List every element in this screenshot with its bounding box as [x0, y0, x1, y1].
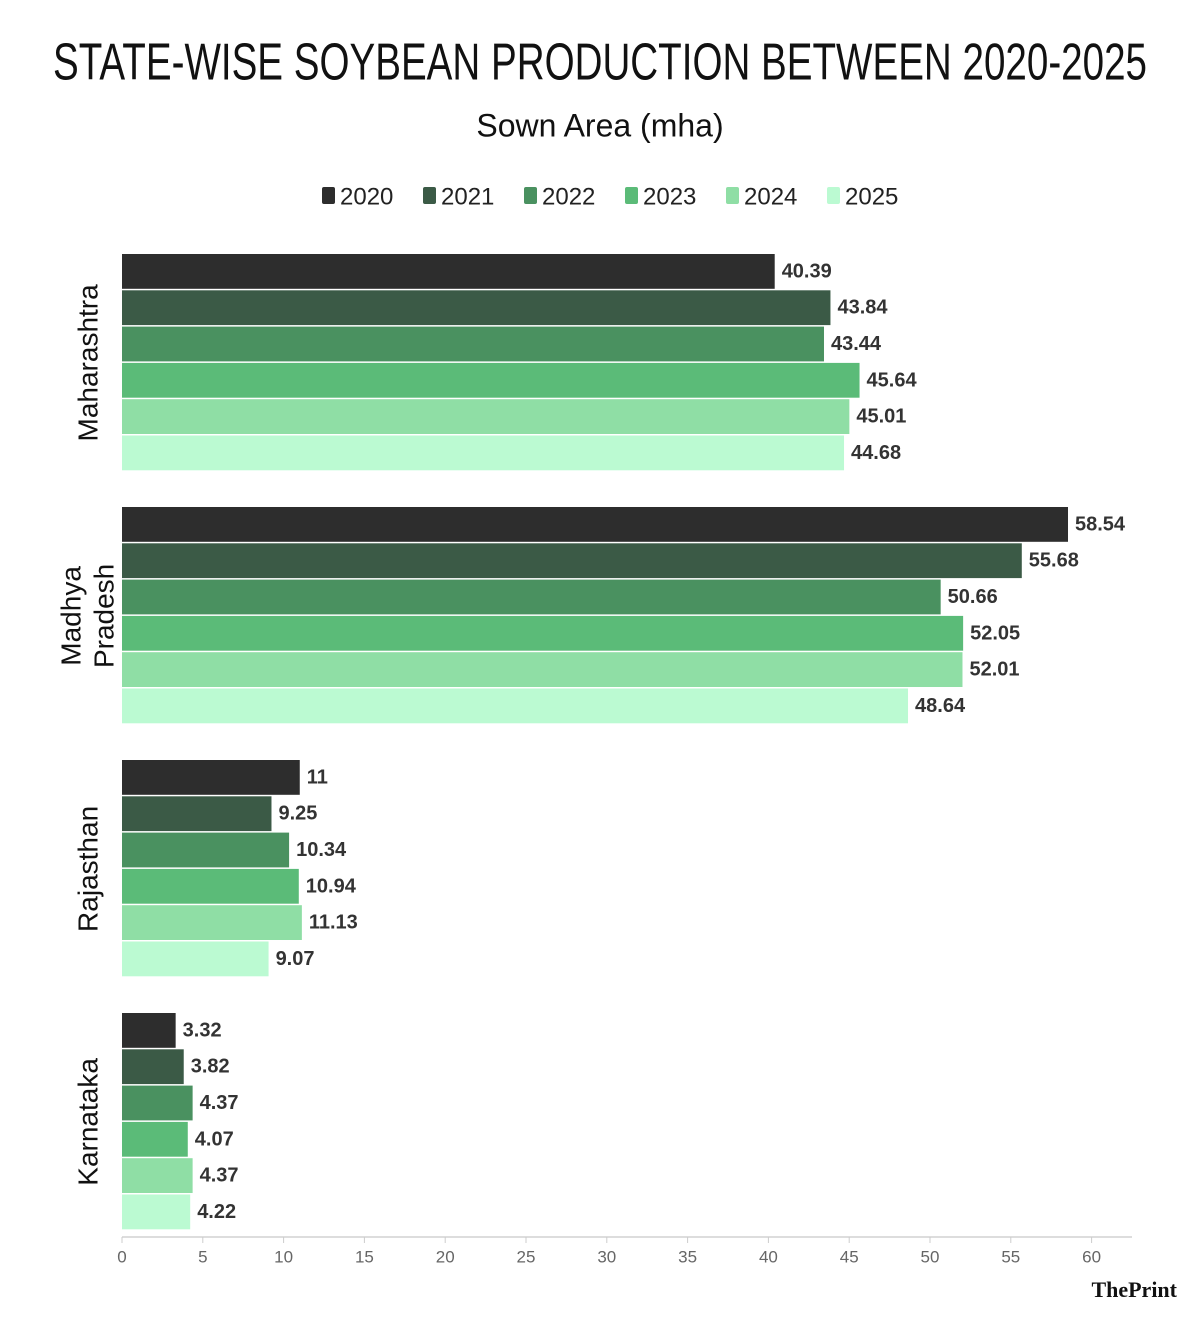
bar: [122, 1049, 184, 1085]
bar: [122, 543, 1022, 579]
credit: ThePrint: [1091, 1277, 1177, 1302]
chart-subtitle: Sown Area (mha): [476, 107, 723, 143]
x-tick-label: 40: [759, 1247, 778, 1266]
value-label: 43.84: [837, 297, 888, 319]
bar: [122, 615, 964, 651]
value-label: 3.82: [191, 1056, 230, 1078]
x-tick-label: 30: [597, 1247, 616, 1266]
value-label: 44.68: [851, 442, 901, 464]
legend-label: 2024: [744, 183, 797, 210]
category-label: MadhyaPradesh: [56, 564, 120, 668]
bar: [122, 399, 850, 434]
x-tick-label: 10: [274, 1247, 293, 1266]
bar: [122, 868, 299, 904]
x-tick-label: 25: [517, 1247, 536, 1266]
value-label: 9.25: [278, 803, 317, 825]
bar: [122, 326, 824, 362]
legend-swatch: [827, 187, 840, 204]
x-tick-label: 60: [1082, 1247, 1101, 1266]
x-tick-label: 0: [117, 1247, 126, 1266]
bar: [122, 688, 909, 724]
bar: [122, 760, 300, 795]
value-label: 48.64: [915, 695, 966, 717]
legend-label: 2025: [845, 183, 898, 210]
legend-label: 2021: [441, 183, 494, 210]
category-label: Rajasthan: [72, 806, 103, 932]
value-label: 45.64: [867, 369, 918, 391]
value-label: 50.66: [948, 586, 998, 608]
x-tick-label: 35: [678, 1247, 697, 1266]
bar: [122, 579, 941, 615]
value-label: 4.07: [195, 1128, 234, 1150]
chart-title: STATE-WISE SOYBEAN PRODUCTION BETWEEN 20…: [53, 34, 1147, 92]
bar: [122, 796, 272, 832]
bar: [122, 435, 845, 471]
bar: [122, 254, 775, 289]
category-label: Karnataka: [72, 1058, 103, 1186]
x-tick-label: 50: [921, 1247, 940, 1266]
bar: [122, 652, 963, 687]
value-label: 55.68: [1029, 550, 1079, 572]
legend-label: 2020: [340, 183, 393, 210]
legend-swatch: [726, 187, 739, 204]
bar: [122, 362, 860, 398]
value-label: 10.34: [296, 839, 347, 861]
bar: [122, 1085, 193, 1121]
bar: [122, 290, 831, 326]
value-label: 4.22: [197, 1201, 236, 1223]
bar: [122, 905, 302, 940]
legend-swatch: [625, 187, 638, 204]
value-label: 10.94: [306, 875, 357, 897]
value-label: 3.32: [183, 1019, 222, 1041]
x-tick-label: 20: [436, 1247, 455, 1266]
bar: [122, 507, 1069, 542]
bar: [122, 832, 290, 868]
legend-label: 2023: [643, 183, 696, 210]
legend-label: 2022: [542, 183, 595, 210]
value-label: 52.01: [969, 659, 1019, 681]
value-label: 11.13: [309, 912, 358, 934]
legend-swatch: [423, 187, 436, 204]
value-label: 58.54: [1075, 513, 1126, 535]
bar: [122, 1121, 188, 1157]
bar: [122, 1013, 176, 1048]
value-label: 4.37: [200, 1165, 239, 1187]
value-label: 4.37: [200, 1092, 239, 1114]
x-tick-label: 15: [355, 1247, 374, 1266]
bar: [122, 1194, 191, 1230]
value-label: 45.01: [856, 406, 906, 428]
legend-swatch: [524, 187, 537, 204]
value-label: 11: [307, 766, 328, 788]
legend-swatch: [322, 187, 335, 204]
x-tick-label: 45: [840, 1247, 859, 1266]
x-tick-label: 55: [1001, 1247, 1020, 1266]
value-label: 40.39: [782, 260, 832, 282]
x-tick-label: 5: [198, 1247, 207, 1266]
value-label: 52.05: [970, 622, 1020, 644]
category-label: Maharashtra: [72, 284, 103, 442]
bar: [122, 1158, 193, 1193]
value-label: 43.44: [831, 333, 882, 355]
value-label: 9.07: [276, 948, 315, 970]
bar: [122, 941, 269, 977]
